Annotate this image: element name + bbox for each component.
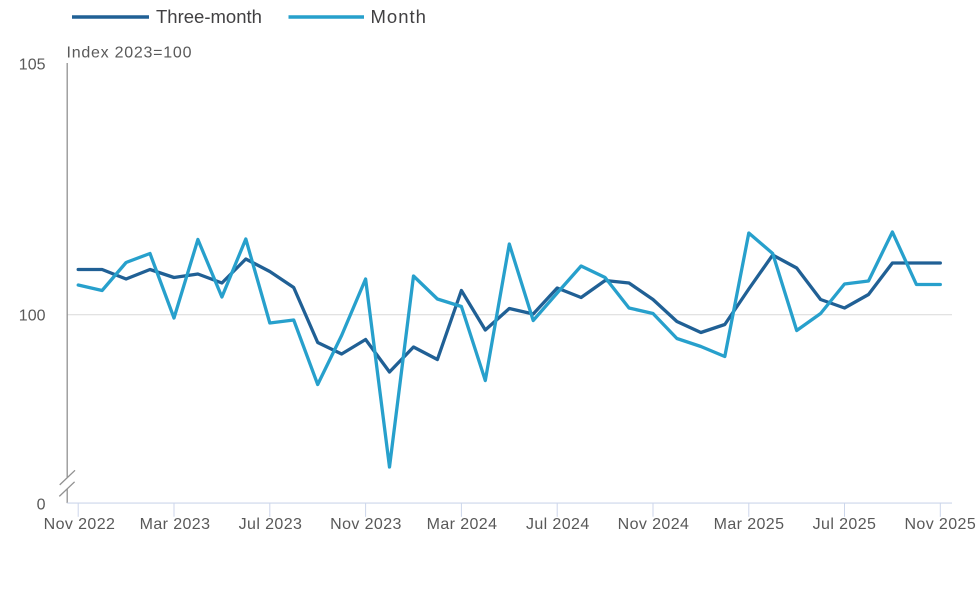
svg-text:Mar 2024: Mar 2024	[427, 516, 498, 533]
svg-text:Jul 2024: Jul 2024	[526, 516, 590, 533]
svg-text:Jul 2025: Jul 2025	[813, 516, 877, 533]
svg-text:100: 100	[19, 308, 46, 325]
svg-text:Index 2023=100: Index 2023=100	[67, 45, 193, 62]
svg-text:Nov 2025: Nov 2025	[904, 516, 976, 533]
svg-text:Mar 2025: Mar 2025	[714, 516, 785, 533]
svg-text:Three-month: Three-month	[156, 6, 262, 27]
svg-text:0: 0	[37, 497, 46, 514]
svg-text:Nov 2024: Nov 2024	[618, 516, 690, 533]
svg-text:105: 105	[19, 57, 46, 74]
svg-text:Nov 2022: Nov 2022	[44, 516, 116, 533]
svg-text:Mar 2023: Mar 2023	[140, 516, 211, 533]
svg-text:Month: Month	[371, 6, 427, 27]
svg-text:Nov 2023: Nov 2023	[330, 516, 402, 533]
svg-text:Jul 2023: Jul 2023	[239, 516, 303, 533]
